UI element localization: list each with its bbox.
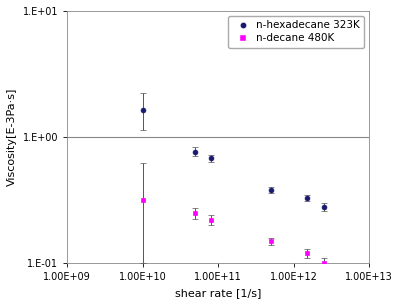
Legend: n-hexadecane 323K, n-decane 480K: n-hexadecane 323K, n-decane 480K (228, 16, 364, 48)
Y-axis label: Viscosity[E-3Pa·s]: Viscosity[E-3Pa·s] (7, 88, 17, 186)
X-axis label: shear rate [1/s]: shear rate [1/s] (175, 288, 261, 298)
